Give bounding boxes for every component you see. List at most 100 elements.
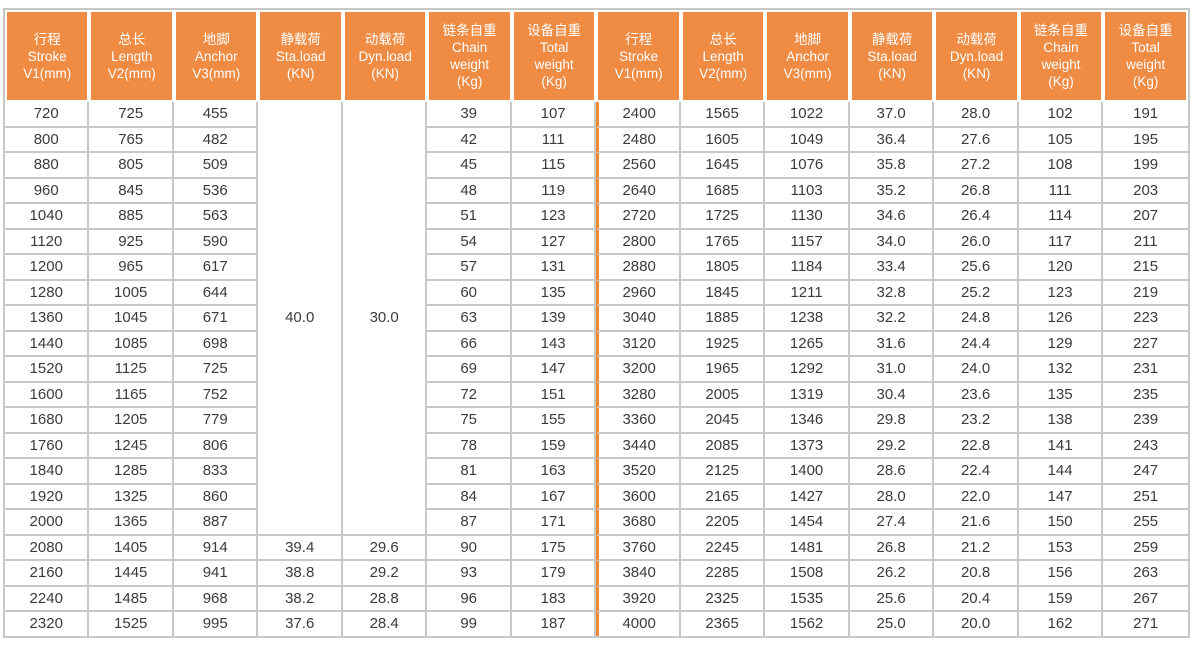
right-total-weight-cell: 243 (1103, 433, 1188, 459)
left-stroke-cell: 1360 (5, 306, 90, 332)
right-dyn-load-cell: 20.4 (934, 586, 1019, 612)
right-chain-weight-cell: 117 (1018, 229, 1104, 255)
right-chain-weight-cell: 135 (1018, 382, 1104, 408)
left-total-weight-cell: 131 (511, 255, 597, 281)
header-line: V1(mm) (614, 65, 663, 81)
table-body: 720 725 455 40.0 30.0 39 107 2400 1565 1022 37.0 28… (5, 102, 1188, 636)
left-anchor-cell: 563 (173, 204, 259, 230)
right-stroke-cell: 3680 (596, 510, 681, 536)
left-length-cell: 925 (89, 229, 174, 255)
left-total-weight-cell: 115 (511, 153, 597, 179)
header-line: Total (539, 40, 569, 55)
header-line: Dyn.load (358, 48, 412, 64)
right-anchor-cell: 1238 (765, 306, 850, 332)
left-total-weight-cell: 159 (511, 433, 597, 459)
left-length-cell: 1405 (89, 535, 174, 561)
header-line: 链条自重 (1034, 23, 1089, 38)
left-total-weight-cell: 163 (511, 459, 597, 485)
left-anchor-cell: 995 (173, 612, 259, 636)
right-sta-load-cell: 32.8 (849, 280, 935, 306)
left-anchor-cell: 455 (173, 102, 259, 128)
right-total-weight-cell: 255 (1103, 510, 1188, 536)
right-anchor-cell: 1427 (765, 484, 850, 510)
header-line: (KN) (371, 65, 400, 81)
header-line: Length (111, 48, 153, 64)
header-right-total-weight: 设备自重 Total weight (Kg) (1103, 10, 1188, 102)
left-stroke-cell: 1760 (5, 433, 90, 459)
left-total-weight-cell: 183 (511, 586, 597, 612)
right-anchor-cell: 1373 (765, 433, 850, 459)
right-anchor-cell: 1022 (765, 102, 850, 128)
left-anchor-cell: 914 (173, 535, 259, 561)
header-left-chain-weight: 链条自重 Chain weight (Kg) (427, 10, 512, 102)
right-dyn-load-cell: 28.0 (934, 102, 1019, 128)
left-chain-weight-cell: 45 (427, 153, 512, 179)
header-line: Stroke (27, 48, 67, 64)
right-total-weight-cell: 227 (1103, 331, 1188, 357)
right-sta-load-cell: 35.8 (849, 153, 935, 179)
header-line: Stroke (619, 48, 659, 64)
header-line: 设备自重 (527, 23, 582, 38)
right-chain-weight-cell: 129 (1018, 331, 1104, 357)
left-length-cell: 1005 (89, 280, 174, 306)
left-length-cell: 1085 (89, 331, 174, 357)
left-total-weight-cell: 127 (511, 229, 597, 255)
right-sta-load-cell: 25.6 (849, 586, 935, 612)
right-dyn-load-cell: 22.8 (934, 433, 1019, 459)
right-dyn-load-cell: 24.4 (934, 331, 1019, 357)
table-row: 1840 1285 833 81 163 3520 2125 1400 28.6 22.4 144 2… (5, 459, 1188, 485)
header-right-dyn-load: 动载荷 Dyn.load (KN) (934, 10, 1019, 102)
right-length-cell: 1885 (680, 306, 766, 332)
right-total-weight-cell: 219 (1103, 280, 1188, 306)
right-sta-load-cell: 36.4 (849, 127, 935, 153)
left-stroke-cell: 720 (5, 102, 90, 128)
right-stroke-cell: 3280 (596, 382, 681, 408)
right-chain-weight-cell: 162 (1018, 612, 1104, 636)
table-header: 行程 Stroke V1(mm) 总长 Length V2(mm) 地脚 Anchor V3(m… (5, 10, 1188, 102)
left-chain-weight-cell: 66 (427, 331, 512, 357)
right-length-cell: 2005 (680, 382, 766, 408)
header-left-length: 总长 Length V2(mm) (89, 10, 174, 102)
right-stroke-cell: 3760 (596, 535, 681, 561)
right-total-weight-cell: 235 (1103, 382, 1188, 408)
header-right-sta-load: 静载荷 Sta.load (KN) (849, 10, 935, 102)
left-dyn-load-cell: 28.4 (342, 612, 428, 636)
left-stroke-cell: 1840 (5, 459, 90, 485)
left-length-cell: 845 (89, 178, 174, 204)
right-chain-weight-cell: 111 (1018, 178, 1104, 204)
table-row: 1200 965 617 57 131 2880 1805 1184 33.4 25.6 120 21… (5, 255, 1188, 281)
table-row: 1120 925 590 54 127 2800 1765 1157 34.0 26.0 117 21… (5, 229, 1188, 255)
header-right-anchor: 地脚 Anchor V3(mm) (765, 10, 850, 102)
left-chain-weight-cell: 99 (427, 612, 512, 636)
left-total-weight-cell: 171 (511, 510, 597, 536)
left-total-weight-cell: 143 (511, 331, 597, 357)
header-line: V3(mm) (783, 65, 832, 81)
left-anchor-cell: 887 (173, 510, 259, 536)
left-chain-weight-cell: 63 (427, 306, 512, 332)
right-sta-load-cell: 25.0 (849, 612, 935, 636)
table-row: 1920 1325 860 84 167 3600 2165 1427 28.0 22.0 147 2… (5, 484, 1188, 510)
left-length-cell: 1485 (89, 586, 174, 612)
left-stroke-cell: 2160 (5, 561, 90, 587)
right-dyn-load-cell: 26.8 (934, 178, 1019, 204)
header-line: Sta.load (275, 48, 326, 64)
header-line: (Kg) (541, 74, 567, 89)
right-total-weight-cell: 223 (1103, 306, 1188, 332)
header-line: 设备自重 (1118, 23, 1173, 38)
left-dyn-load-cell: 29.6 (342, 535, 428, 561)
table-row: 2240 1485 968 38.2 28.8 96 183 3920 2325 1535 25.6… (5, 586, 1188, 612)
left-dyn-load-cell: 29.2 (342, 561, 428, 587)
right-chain-weight-cell: 120 (1018, 255, 1104, 281)
right-dyn-load-cell: 26.4 (934, 204, 1019, 230)
right-chain-weight-cell: 147 (1018, 484, 1104, 510)
right-length-cell: 2125 (680, 459, 766, 485)
right-dyn-load-cell: 27.6 (934, 127, 1019, 153)
left-chain-weight-cell: 75 (427, 408, 512, 434)
header-line: (Kg) (1048, 74, 1074, 89)
right-dyn-load-cell: 23.6 (934, 382, 1019, 408)
right-length-cell: 1845 (680, 280, 766, 306)
left-length-cell: 1365 (89, 510, 174, 536)
right-anchor-cell: 1508 (765, 561, 850, 587)
right-total-weight-cell: 247 (1103, 459, 1188, 485)
